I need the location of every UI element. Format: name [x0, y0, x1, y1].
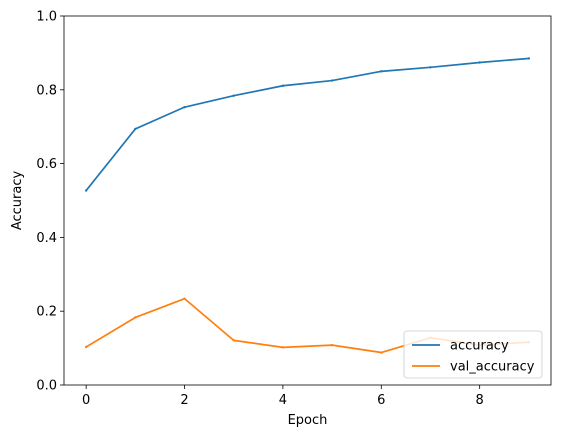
- data-point-val_accuracy: [281, 346, 285, 349]
- data-point-accuracy: [330, 79, 334, 82]
- data-point-val_accuracy: [183, 297, 186, 300]
- x-axis-label: Epoch: [288, 413, 328, 428]
- data-point-accuracy: [183, 105, 186, 109]
- x-tick-label: 4: [279, 393, 287, 408]
- y-axis-ticks: 0.0 0.2 0.4 0.6 0.8 1.0: [36, 10, 64, 394]
- data-point-accuracy: [134, 127, 137, 131]
- data-point-val_accuracy: [84, 345, 88, 349]
- data-point-accuracy: [527, 57, 531, 60]
- y-tick-label: 0.8: [36, 83, 57, 98]
- data-point-accuracy: [429, 66, 432, 69]
- data-point-val_accuracy: [232, 339, 235, 342]
- legend-label-accuracy: accuracy: [450, 339, 509, 354]
- data-point-val_accuracy: [380, 351, 383, 354]
- legend-label-val_accuracy: val_accuracy: [450, 360, 535, 375]
- data-point-accuracy: [232, 94, 235, 97]
- series-line-accuracy: [84, 57, 530, 192]
- data-point-accuracy: [380, 70, 383, 73]
- data-point-val_accuracy: [134, 316, 137, 319]
- data-point-val_accuracy: [330, 343, 334, 347]
- data-point-accuracy: [84, 189, 88, 192]
- x-tick-label: 0: [82, 393, 90, 408]
- x-tick-label: 2: [180, 393, 188, 408]
- y-tick-label: 0.2: [36, 305, 57, 320]
- x-tick-label: 6: [377, 393, 385, 408]
- data-point-accuracy: [281, 84, 285, 87]
- x-tick-label: 8: [476, 393, 484, 408]
- legend: accuracy val_accuracy: [403, 330, 543, 379]
- plot-frame: [63, 15, 552, 386]
- y-tick-label: 0.0: [36, 379, 57, 394]
- x-axis-ticks: 0 2 4 6 8: [82, 385, 484, 408]
- data-point-accuracy: [478, 61, 481, 64]
- y-tick-label: 0.6: [36, 157, 57, 172]
- y-tick-label: 1.0: [36, 10, 57, 25]
- y-tick-label: 0.4: [36, 231, 57, 246]
- y-axis-label: Accuracy: [10, 171, 25, 231]
